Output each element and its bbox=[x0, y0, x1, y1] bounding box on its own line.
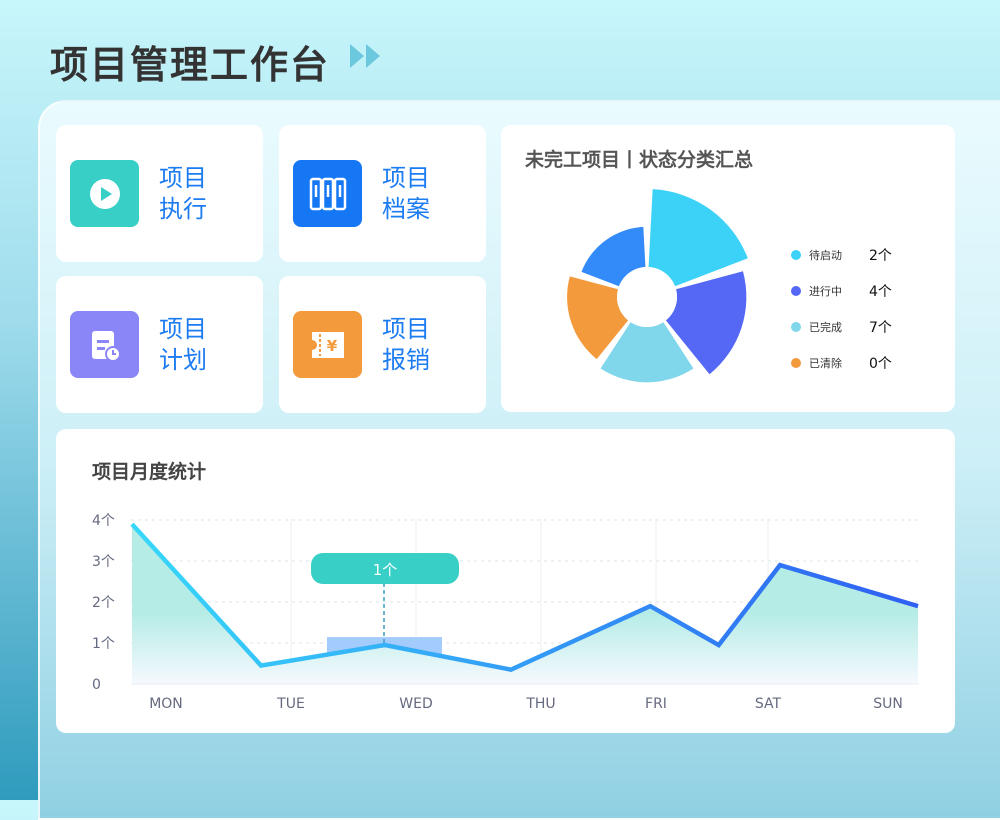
status-summary-title: 未完工项目丨状态分类汇总 bbox=[525, 149, 754, 171]
legend: 待启动 2个 进行中 4个 已完成 7个 已清除 0个 bbox=[791, 237, 892, 381]
rose-chart bbox=[567, 189, 748, 383]
quick-link-execute[interactable]: 项目 执行 bbox=[56, 125, 263, 262]
label-line2: 档案 bbox=[382, 194, 430, 223]
tooltip-label: 1个 bbox=[373, 561, 398, 579]
x-tick-label: FRI bbox=[645, 696, 667, 712]
legend-name: 待启动 bbox=[809, 249, 842, 262]
rose-slice[interactable] bbox=[648, 189, 748, 287]
archive-icon bbox=[293, 160, 362, 227]
chart-title: 项目月度统计 bbox=[92, 461, 207, 483]
data-point[interactable] bbox=[778, 563, 782, 567]
rose-slice[interactable] bbox=[665, 271, 747, 375]
data-point[interactable] bbox=[717, 643, 721, 647]
x-tick-label: MON bbox=[149, 696, 183, 712]
label-line1: 项目 bbox=[159, 163, 207, 192]
x-tick-label: SUN bbox=[873, 696, 903, 712]
x-tick-label: WED bbox=[399, 696, 432, 712]
x-tick-label: SAT bbox=[755, 696, 782, 712]
rose-slice[interactable] bbox=[581, 226, 646, 287]
data-point[interactable] bbox=[383, 643, 387, 647]
data-point[interactable] bbox=[509, 668, 513, 672]
quick-link-plan[interactable]: 项目 计划 bbox=[56, 276, 263, 413]
data-point[interactable] bbox=[648, 604, 652, 608]
x-tick-label: THU bbox=[525, 696, 555, 712]
rose-slice[interactable] bbox=[567, 276, 629, 360]
quick-link-reimburse[interactable]: ¥ 项目 报销 bbox=[279, 276, 486, 413]
series-line bbox=[130, 522, 919, 672]
rose-center bbox=[617, 267, 677, 327]
y-tick-label: 1个 bbox=[92, 636, 115, 652]
data-point[interactable] bbox=[130, 522, 134, 526]
page-title: 项目管理工作台 bbox=[50, 43, 331, 87]
legend-item: 待启动 2个 bbox=[791, 237, 892, 273]
legend-item: 已清除 0个 bbox=[791, 345, 892, 381]
y-tick-label: 3个 bbox=[92, 554, 115, 570]
data-point[interactable] bbox=[259, 664, 263, 668]
legend-name: 已完成 bbox=[809, 321, 842, 334]
y-tick-label: 0 bbox=[92, 677, 101, 693]
legend-value: 2个 bbox=[869, 248, 892, 264]
label-line1: 项目 bbox=[382, 314, 430, 343]
line-chart: 0 1个 2个 3个 4个 MON TUE WED THU FRI SAT SUN 1个 bbox=[92, 513, 920, 712]
legend-name: 进行中 bbox=[809, 285, 842, 298]
area-fill bbox=[132, 524, 918, 684]
x-tick-label: TUE bbox=[276, 696, 305, 712]
svg-text:¥: ¥ bbox=[326, 337, 337, 355]
tooltip-box bbox=[311, 553, 459, 584]
y-tick-label: 2个 bbox=[92, 595, 115, 611]
yuan-ticket-icon: ¥ bbox=[293, 311, 362, 378]
rose-slice[interactable] bbox=[600, 322, 694, 383]
monthly-stats-card: 项目月度统计 0 1个 2个 3个 4个 MON TUE WED THU FRI SAT SUN 1个 bbox=[56, 429, 955, 733]
label-line1: 项目 bbox=[159, 314, 207, 343]
plan-clock-icon bbox=[70, 311, 139, 378]
legend-item: 进行中 4个 bbox=[791, 273, 892, 309]
legend-value: 4个 bbox=[869, 284, 892, 300]
legend-name: 已清除 bbox=[809, 357, 842, 370]
label-line2: 计划 bbox=[159, 345, 207, 374]
label-line1: 项目 bbox=[382, 163, 430, 192]
label-line2: 报销 bbox=[382, 345, 430, 374]
legend-value: 0个 bbox=[869, 356, 892, 372]
status-summary-card: 未完工项目丨状态分类汇总 待启动 2个 进行中 4个 已完成 7个 已清除 0个 bbox=[501, 125, 955, 412]
legend-value: 7个 bbox=[869, 320, 892, 336]
double-arrow-icon bbox=[350, 44, 380, 68]
play-icon bbox=[70, 160, 139, 227]
legend-item: 已完成 7个 bbox=[791, 309, 892, 345]
data-point[interactable] bbox=[916, 604, 920, 608]
quick-link-archive[interactable]: 项目 档案 bbox=[279, 125, 486, 262]
y-tick-label: 4个 bbox=[92, 513, 115, 529]
label-line2: 执行 bbox=[159, 194, 207, 223]
